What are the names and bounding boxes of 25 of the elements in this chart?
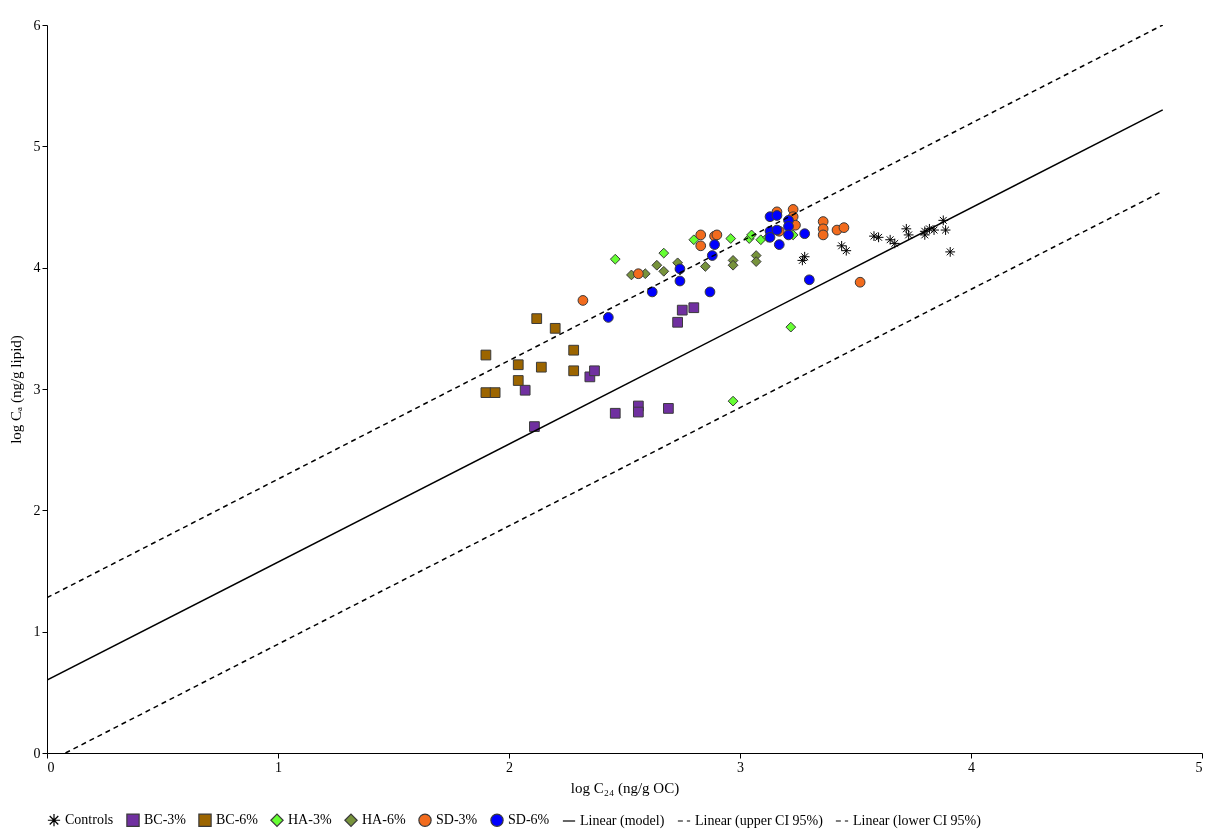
x-tick-label: 4	[968, 759, 975, 775]
legend-label: SD-3%	[436, 812, 478, 828]
legend-label: HA-6%	[362, 812, 406, 828]
y-tick-label: 2	[33, 502, 41, 518]
y-tick-label: 0	[33, 745, 41, 761]
x-tick-label: 1	[275, 759, 282, 775]
legend-label: SD-6%	[508, 812, 550, 828]
y-tick-label: 5	[33, 138, 41, 154]
x-tick-label: 2	[506, 759, 513, 775]
legend-label: Linear (lower CI 95%)	[853, 813, 982, 829]
x-axis-title: log C₂₄ (ng/g OC)	[570, 779, 680, 797]
legend-label: Linear (upper CI 95%)	[695, 813, 824, 829]
legend-label: Linear (model)	[580, 813, 665, 829]
y-tick-label: 6	[33, 17, 41, 33]
legend-label: HA-3%	[288, 812, 332, 828]
legend-label: BC-3%	[144, 812, 187, 828]
x-tick-label: 3	[737, 759, 744, 775]
legend-label: BC-6%	[216, 812, 259, 828]
y-tick-label: 3	[33, 381, 41, 397]
x-tick-label: 0	[47, 759, 55, 775]
x-tick-label: 5	[1195, 759, 1203, 775]
legend-label: Controls	[65, 812, 114, 828]
y-axis-title: log Cₐ (ng/g lipid)	[7, 335, 25, 444]
y-tick-label: 4	[33, 260, 41, 276]
y-tick-label: 1	[33, 624, 41, 640]
